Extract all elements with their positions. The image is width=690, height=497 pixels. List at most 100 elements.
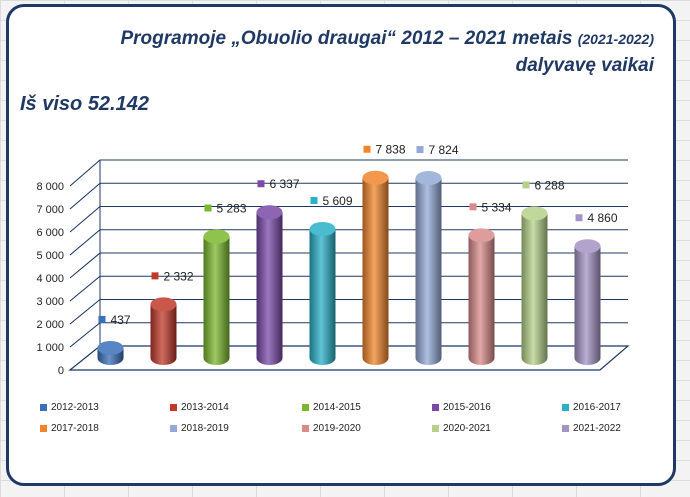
legend-swatch (432, 425, 439, 432)
data-label-marker (310, 196, 318, 204)
bar-body (574, 246, 601, 366)
bar-top (150, 297, 177, 312)
legend-item-2018-2019: 2018-2019 (170, 423, 229, 434)
grid-line (69, 252, 628, 279)
bar-2017-2018 (362, 170, 389, 366)
bar-top (521, 206, 548, 221)
y-tick-label: 1 000 (36, 342, 64, 354)
data-label: 7 824 (429, 143, 459, 157)
legend-swatch (302, 425, 309, 432)
y-tick-label: 6 000 (36, 227, 64, 239)
legend-label: 2019-2020 (313, 423, 361, 434)
y-axis-ticks: 0 1 000 2 000 3 000 4 000 5 000 6 000 7 000 8 00… (36, 181, 64, 377)
legend-swatch (562, 404, 569, 411)
legend-item-2015-2016: 2015-2016 (432, 402, 491, 413)
legend-swatch (170, 404, 177, 411)
bar-2014-2015 (203, 229, 230, 366)
legend-item-2014-2015: 2014-2015 (302, 402, 361, 413)
bar-top (256, 205, 283, 220)
data-label: 6 337 (270, 177, 300, 191)
bar-body (362, 177, 389, 366)
bar-top (97, 340, 124, 355)
chart-subtitle: dalyvavę vaikai (515, 55, 654, 76)
total-count: Iš viso 52.142 (20, 93, 149, 115)
data-label-marker (98, 315, 106, 323)
bar-body (415, 178, 442, 366)
legend-label: 2015-2016 (443, 402, 491, 413)
bar-2021-2022 (574, 239, 601, 366)
legend-item-2012-2013: 2012-2013 (40, 402, 99, 413)
chart-floor (68, 345, 630, 371)
chart-title: Programoje „Obuolio draugai“ 2012 – 2021… (120, 28, 654, 50)
legend-label: 2013-2014 (181, 402, 229, 413)
y-tick-label: 5 000 (36, 250, 64, 262)
bar-body (468, 235, 495, 366)
legend-label: 2018-2019 (181, 423, 229, 434)
legend-swatch (302, 404, 309, 411)
legend-swatch (40, 425, 47, 432)
legend-swatch (432, 404, 439, 411)
y-tick-label: 2 000 (36, 319, 64, 331)
bar-2013-2014 (150, 297, 177, 366)
chart-bars (97, 170, 601, 366)
grid-line (69, 182, 628, 210)
data-label: 7 838 (376, 143, 406, 157)
data-label-marker (151, 272, 159, 280)
bar-2015-2016 (256, 205, 283, 366)
bar-2016-2017 (309, 221, 336, 366)
data-label: 4 860 (588, 211, 618, 225)
legend-swatch (562, 425, 569, 432)
bar-body (256, 212, 283, 366)
bar-2018-2019 (415, 171, 442, 366)
data-label: 6 288 (535, 178, 565, 192)
bar-top (574, 239, 601, 254)
bar-top (309, 221, 336, 236)
grid-line (69, 205, 628, 233)
chart-title-years: (2021-2022) (577, 31, 654, 47)
y-tick-label: 8 000 (36, 181, 64, 193)
data-label-marker (522, 181, 530, 189)
legend-label: 2012-2013 (51, 402, 99, 413)
bar-body (203, 236, 230, 366)
data-labels: 437 2 332 5 283 6 337 5 609 7 838 7 824 5 334 6 … (98, 143, 618, 327)
bar-top (468, 228, 495, 243)
bar-2019-2020 (468, 228, 495, 366)
legend-label: 2014-2015 (313, 402, 361, 413)
data-label-marker (416, 146, 424, 154)
legend-item-2020-2021: 2020-2021 (432, 423, 491, 434)
data-label-marker (363, 145, 371, 153)
bar-2012-2013 (97, 340, 124, 365)
legend-swatch (170, 425, 177, 432)
y-tick-label: 3 000 (36, 296, 64, 308)
legend-label: 2016-2017 (573, 402, 621, 413)
data-label: 437 (111, 313, 131, 327)
data-label: 5 609 (323, 194, 353, 208)
grid-line (69, 298, 628, 325)
bar-top (203, 229, 230, 244)
chart-title-main: Programoje „Obuolio draugai“ 2012 – 2021… (120, 28, 578, 49)
data-label-marker (204, 204, 212, 212)
legend-label: 2017-2018 (51, 423, 99, 434)
data-label-marker (575, 214, 583, 222)
legend-item-2019-2020: 2019-2020 (302, 423, 361, 434)
legend-label: 2020-2021 (443, 423, 491, 434)
data-label-marker (257, 180, 265, 188)
bar-2020-2021 (521, 206, 548, 366)
y-tick-label: 7 000 (36, 204, 64, 216)
legend-item-2017-2018: 2017-2018 (40, 423, 99, 434)
chart-legend: 2012-2013 2013-2014 2014-2015 2015-2016 2016… (40, 398, 660, 442)
grid-line (69, 275, 628, 302)
y-tick-label: 4 000 (36, 273, 64, 285)
bar-body (309, 228, 336, 366)
legend-item-2016-2017: 2016-2017 (562, 402, 621, 413)
data-label-marker (469, 203, 477, 211)
legend-swatch (40, 404, 47, 411)
legend-item-2021-2022: 2021-2022 (562, 423, 621, 434)
grid-line (69, 159, 628, 187)
legend-label: 2021-2022 (573, 423, 621, 434)
legend-item-2013-2014: 2013-2014 (170, 402, 229, 413)
bar-top (415, 171, 442, 186)
grid-line (69, 229, 628, 256)
y-tick-label: 0 (58, 365, 64, 377)
